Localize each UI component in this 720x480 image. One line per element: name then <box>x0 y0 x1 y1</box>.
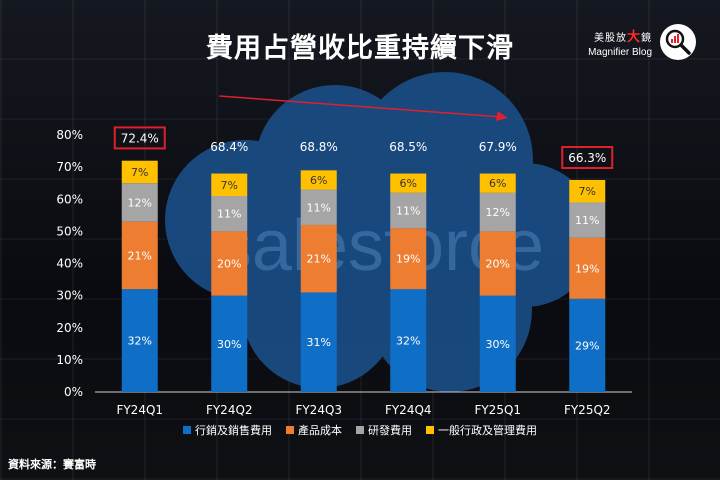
bar-label-rnd: 12% <box>128 196 152 209</box>
y-tick-label: 60% <box>56 192 83 206</box>
bar-segment-ga <box>479 173 516 193</box>
y-tick-label: 30% <box>56 289 83 303</box>
bar-label-rnd: 11% <box>307 201 331 214</box>
bar-label-sales-marketing: 32% <box>128 335 152 348</box>
magnifier-chart-icon <box>660 24 696 60</box>
bar-segment-rnd <box>390 192 427 229</box>
total-highlight-box <box>561 146 614 170</box>
total-highlight-box <box>113 126 166 150</box>
bar-segment-sales-marketing <box>569 298 606 392</box>
bar-label-sales-marketing: 32% <box>396 335 420 348</box>
bar-segment-ga <box>300 170 337 190</box>
legend-item-sales-marketing: 行銷及銷售費用 <box>183 422 272 438</box>
bar-segment-sales-marketing <box>300 292 337 392</box>
x-tick-label: FY24Q3 <box>295 403 342 417</box>
bar-segment-ga <box>390 173 427 193</box>
bar-label-product-cost: 20% <box>486 258 510 271</box>
bar-segment-ga <box>569 179 606 203</box>
bar-segment-sales-marketing <box>479 295 516 392</box>
bar-label-ga: 6% <box>489 177 506 190</box>
bar-label-rnd: 12% <box>486 206 510 219</box>
legend-item-ga: 一般行政及管理費用 <box>426 422 537 438</box>
y-tick-label: 10% <box>56 353 83 367</box>
bar-label-rnd: 11% <box>396 204 420 217</box>
bar-segment-product-cost <box>390 228 427 290</box>
bar-label-rnd: 11% <box>575 214 599 227</box>
total-label: 66.3% <box>568 151 606 165</box>
bar-segment-rnd <box>479 192 516 232</box>
bar-segment-sales-marketing <box>121 289 158 392</box>
chart-legend: 行銷及銷售費用 產品成本 研發費用 一般行政及管理費用 <box>0 422 720 438</box>
x-tick-label: FY25Q1 <box>474 403 521 417</box>
x-tick-label: FY25Q2 <box>564 403 611 417</box>
bar-segment-rnd <box>211 196 248 232</box>
bar-segment-product-cost <box>479 231 516 296</box>
bar-segment-rnd <box>569 202 606 238</box>
y-tick-label: 40% <box>56 257 83 271</box>
brand-name-zh: 美股放大鏡 <box>593 29 652 44</box>
bar-label-product-cost: 19% <box>575 262 599 275</box>
brand-name-en: Magnifier Blog <box>588 47 652 58</box>
bar-segment-product-cost <box>569 237 606 299</box>
source-note: 資料來源：賽富時 <box>8 458 96 471</box>
y-tick-label: 50% <box>56 224 83 238</box>
x-tick-label: FY24Q2 <box>206 403 253 417</box>
y-tick-label: 80% <box>56 128 83 142</box>
y-tick-label: 70% <box>56 160 83 174</box>
bar-label-product-cost: 21% <box>307 253 331 266</box>
bar-label-sales-marketing: 30% <box>486 338 510 351</box>
bar-label-ga: 7% <box>579 185 596 198</box>
bar-segment-product-cost <box>211 231 248 296</box>
total-label: 68.4% <box>210 140 248 154</box>
bar-segment-rnd <box>300 189 337 225</box>
legend-item-product-cost: 產品成本 <box>286 422 342 438</box>
bar-segment-product-cost <box>121 221 158 290</box>
bar-label-ga: 7% <box>221 179 238 192</box>
bar-segment-sales-marketing <box>211 295 248 392</box>
bar-label-sales-marketing: 31% <box>307 336 331 349</box>
bar-label-product-cost: 20% <box>217 258 241 271</box>
total-label: 68.5% <box>389 140 427 154</box>
x-tick-label: FY24Q1 <box>116 403 163 417</box>
total-label: 68.8% <box>300 140 338 154</box>
y-tick-label: 20% <box>56 321 83 335</box>
bar-segment-ga <box>211 173 248 197</box>
legend-item-rnd: 研發費用 <box>356 422 412 438</box>
bar-label-sales-marketing: 30% <box>217 338 241 351</box>
bar-label-rnd: 11% <box>217 208 241 221</box>
bar-label-ga: 6% <box>400 177 417 190</box>
bar-segment-rnd <box>121 183 158 222</box>
y-tick-label: 0% <box>64 385 83 399</box>
total-label: 67.9% <box>479 140 517 154</box>
bar-label-product-cost: 21% <box>128 249 152 262</box>
bar-segment-ga <box>121 160 158 184</box>
bar-label-ga: 7% <box>131 166 148 179</box>
brand-block: 美股放大鏡 Magnifier Blog <box>588 24 696 60</box>
bar-label-sales-marketing: 29% <box>575 339 599 352</box>
bar-label-product-cost: 19% <box>396 253 420 266</box>
bar-segment-product-cost <box>300 224 337 293</box>
bar-label-ga: 6% <box>310 174 327 187</box>
x-tick-label: FY24Q4 <box>385 403 432 417</box>
page-title: 費用占營收比重持續下滑 <box>206 33 514 64</box>
trend-arrow-head <box>495 111 508 121</box>
bar-segment-sales-marketing <box>390 289 427 392</box>
total-label: 72.4% <box>121 131 159 145</box>
trend-arrow-line <box>219 95 502 118</box>
